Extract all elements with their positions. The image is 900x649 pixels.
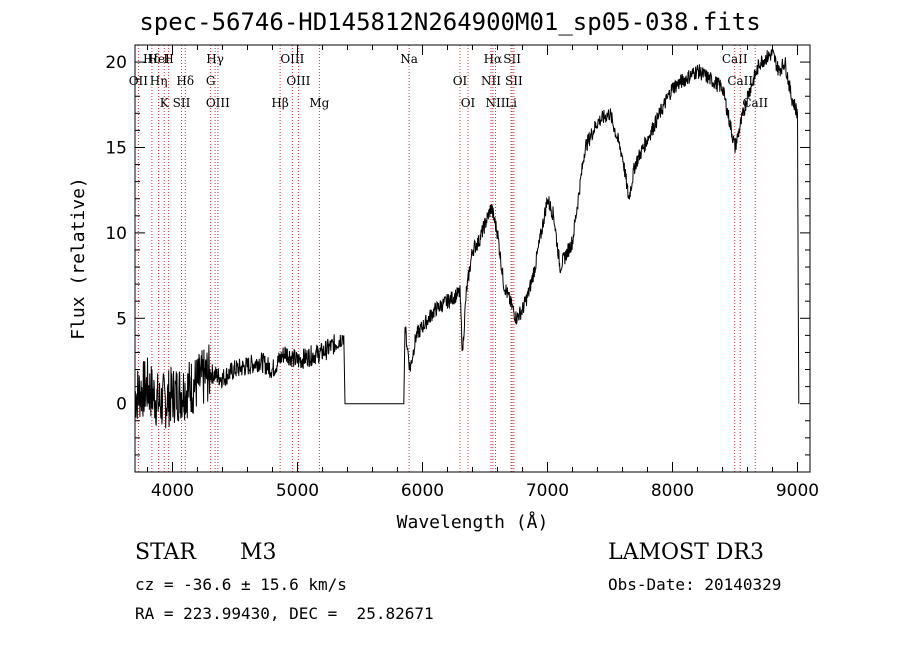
- line-marker-label: Hδ: [176, 74, 194, 88]
- line-marker-label: NII: [486, 96, 506, 110]
- line-marker-label: Na: [400, 52, 418, 66]
- spectral-subclass: M3: [240, 540, 277, 565]
- x-tick-label: 8000: [651, 481, 694, 501]
- x-tick-label: 9000: [776, 481, 819, 501]
- line-marker-label: K: [160, 96, 170, 110]
- line-marker-label: CaII: [727, 74, 753, 88]
- line-marker-label: H: [163, 52, 173, 66]
- y-tick-label: 0: [116, 395, 127, 415]
- line-marker-label: Hα: [484, 52, 503, 66]
- redshift-readout: cz = -36.6 ± 15.6 km/s: [135, 575, 347, 594]
- line-marker-label: OIII: [280, 52, 304, 66]
- y-tick-label: 5: [116, 309, 127, 329]
- line-marker-label: Hδ: [143, 52, 161, 66]
- line-marker-label: Hγ: [206, 52, 224, 66]
- line-marker-label: SII: [173, 96, 191, 110]
- line-marker-label: Mg: [309, 96, 329, 110]
- x-tick-label: 4000: [151, 481, 194, 501]
- line-marker-label: NII: [481, 74, 501, 88]
- line-marker-label: CaII: [722, 52, 748, 66]
- line-marker-label: Hη: [150, 74, 168, 88]
- line-marker-label: Hβ: [271, 96, 288, 110]
- line-marker-label: OII: [129, 74, 149, 88]
- line-marker-label: G: [206, 74, 216, 88]
- x-tick-label: 6000: [401, 481, 444, 501]
- y-tick-label: 20: [105, 53, 127, 73]
- obs-date-readout: Obs-Date: 20140329: [608, 575, 782, 594]
- y-axis-label: Flux (relative): [68, 177, 89, 340]
- line-marker-label: OIII: [206, 96, 230, 110]
- y-tick-label: 10: [105, 224, 127, 244]
- line-marker-label: HeI: [147, 52, 170, 66]
- line-marker-label: OI: [453, 74, 468, 88]
- line-marker-label: SII: [505, 74, 523, 88]
- line-marker-label: CaII: [742, 96, 768, 110]
- survey-label: LAMOST DR3: [608, 540, 764, 565]
- coordinates-readout: RA = 223.99430, DEC = 25.82671: [135, 604, 434, 623]
- y-tick-label: 15: [105, 138, 127, 158]
- line-marker-label: OI: [461, 96, 476, 110]
- line-marker-label: OIII: [286, 74, 310, 88]
- spectrum-line: [134, 48, 800, 429]
- chart-title: spec-56746-HD145812N264900M01_sp05-038.f…: [139, 8, 761, 36]
- line-marker-label: SII: [503, 52, 521, 66]
- object-class: STAR: [135, 540, 196, 565]
- x-tick-label: 5000: [276, 481, 319, 501]
- x-axis-label: Wavelength (Å): [397, 511, 549, 533]
- x-tick-label: 7000: [526, 481, 569, 501]
- line-marker-label: Li: [505, 96, 517, 110]
